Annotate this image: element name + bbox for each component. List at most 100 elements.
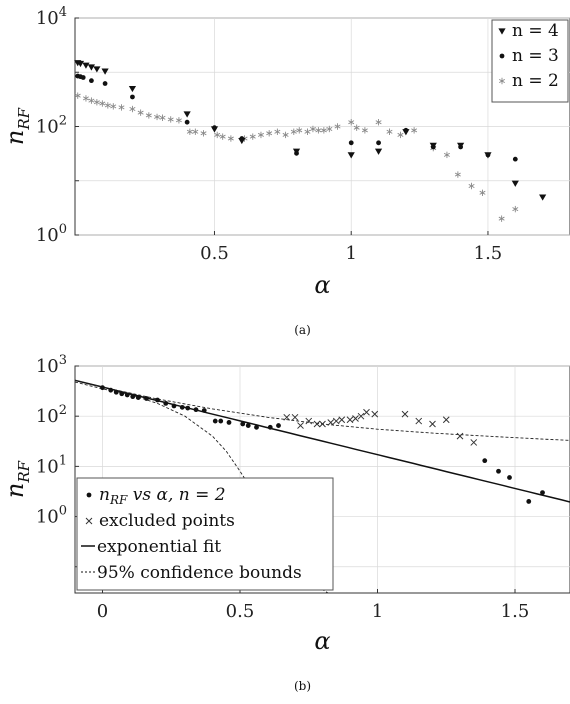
panel-a-point-dot <box>376 140 381 146</box>
panel-a-x-tick-label: 1.5 <box>474 243 503 264</box>
panel-a-point-asterisk <box>186 128 193 135</box>
panel-a-point-asterisk <box>129 105 136 113</box>
panel-a-legend-label: n = 4 <box>512 21 559 41</box>
panel-a-point-asterisk <box>214 131 221 139</box>
panel-b-point-dot <box>193 407 199 413</box>
panel-b-point-cross <box>297 422 304 429</box>
panel-a-point-asterisk <box>315 127 322 134</box>
panel-b-point-dot <box>482 458 488 464</box>
panel-b-point-cross <box>352 415 359 422</box>
panel-b-point-dot <box>496 468 501 474</box>
panel-b-ticks: 0 0.5 1 1.5 100 101 102 103 <box>36 353 530 622</box>
panel-a-point-dot <box>102 81 108 86</box>
panel-b-point-dot <box>155 397 160 403</box>
panel-a-point-asterisk <box>282 131 289 139</box>
panel-b-point-cross <box>291 413 299 421</box>
panel-b-point-cross <box>371 410 379 418</box>
panel-b-point-dot <box>212 418 218 424</box>
panel-a: 0.5 1 1.5 100 102 104 n = 4 n = 3 n = 2 α nRF (… <box>1 5 570 337</box>
panel-b-point-dot <box>540 490 545 496</box>
panel-a-point-asterisk <box>137 109 144 116</box>
panel-b-point-cross <box>332 417 340 425</box>
panel-b-legend-marker-dot <box>86 492 92 498</box>
panel-b-marks <box>100 385 545 504</box>
panel-a-y-tick-label: 104 <box>36 5 67 29</box>
panel-a-point-asterisk <box>443 151 450 159</box>
panel-a-point-asterisk <box>411 127 418 134</box>
panel-b-legend-label-data: nRF vs α, n = 2 <box>99 485 226 507</box>
panel-a-point-dot <box>80 75 86 80</box>
panel-a-point-triangle-down <box>210 126 219 133</box>
panel-b-point-cross <box>401 410 409 418</box>
panel-a-point-asterisk <box>249 133 256 140</box>
panel-b-point-cross <box>283 413 291 421</box>
panel-b-point-dot <box>119 391 125 397</box>
panel-b-point-cross <box>338 416 346 424</box>
panel-a-point-asterisk <box>145 112 152 119</box>
panel-b-x-tick-label: 0 <box>97 601 108 622</box>
panel-b-point-dot <box>171 403 177 409</box>
panel-b-point-dot <box>267 424 273 430</box>
panel-a-point-triangle-down <box>429 142 437 149</box>
panel-a-x-tick-label: 0.5 <box>200 243 229 264</box>
panel-a-point-asterisk <box>82 95 89 102</box>
panel-b-y-tick-label: 103 <box>36 353 67 377</box>
panel-a-point-asterisk <box>397 131 404 139</box>
panel-a-point-asterisk <box>454 171 461 178</box>
panel-a-point-asterisk <box>479 189 486 196</box>
panel-a-point-asterisk <box>110 103 117 110</box>
panel-b-point-cross <box>327 419 335 426</box>
panel-b-point-cross <box>319 420 326 428</box>
panel-b: 0 0.5 1 1.5 100 101 102 103 nRF vs α, n = 2 excl… <box>1 353 570 693</box>
panel-a-point-triangle-down <box>292 148 301 155</box>
panel-a-point-triangle-down <box>238 137 246 145</box>
panel-a-point-asterisk <box>167 116 174 123</box>
panel-b-y-tick-label: 101 <box>36 453 67 477</box>
panel-a-point-asterisk <box>386 128 393 135</box>
panel-a-point-triangle-down <box>87 64 96 71</box>
panel-a-point-dot <box>130 94 135 100</box>
panel-a-y-tick-label: 100 <box>36 222 67 246</box>
panel-a-point-asterisk <box>219 133 226 140</box>
panel-b-point-dot <box>100 385 105 391</box>
panel-a-point-asterisk <box>498 215 505 222</box>
panel-a-point-triangle-down <box>484 152 492 159</box>
panel-b-point-cross <box>456 432 464 440</box>
panel-b-point-cross <box>363 408 370 416</box>
panel-a-point-asterisk <box>88 97 95 104</box>
panel-b-point-cross <box>313 420 321 428</box>
panel-b-legend-label-excluded: excluded points <box>99 511 235 531</box>
panel-a-point-triangle-down <box>82 62 90 69</box>
panel-b-x-tick-label: 1 <box>372 601 383 622</box>
panel-b-point-dot <box>179 404 185 410</box>
panel-a-point-dot <box>512 156 518 162</box>
panel-a-caption: (a) <box>294 323 311 337</box>
panel-b-point-dot <box>276 423 281 428</box>
panel-a-point-asterisk <box>175 117 182 124</box>
panel-a-marks <box>74 60 547 222</box>
panel-b-caption: (b) <box>294 679 311 693</box>
panel-b-point-dot <box>226 420 232 425</box>
panel-a-point-dot <box>89 78 94 84</box>
panel-a-point-asterisk <box>266 130 273 137</box>
panel-a-legend-marker <box>499 77 505 85</box>
panel-b-point-dot <box>245 423 251 428</box>
panel-a-point-asterisk <box>375 119 382 126</box>
panel-a-point-asterisk <box>512 205 519 213</box>
panel-a-ticks: 0.5 1 1.5 100 102 104 <box>36 5 502 264</box>
panel-a-x-tick-label: 1 <box>345 243 356 264</box>
panel-b-x-axis-label: α <box>314 627 330 655</box>
panel-a-point-asterisk <box>159 114 166 121</box>
panel-a-point-dot <box>184 119 190 125</box>
panel-b-point-cross <box>470 439 478 446</box>
panel-a-point-asterisk <box>290 128 297 135</box>
panel-b-point-dot <box>144 396 149 401</box>
panel-a-point-triangle-down <box>511 180 519 187</box>
panel-b-point-dot <box>185 405 191 411</box>
panel-a-point-asterisk <box>296 127 303 134</box>
panel-a-point-dot <box>348 140 354 146</box>
panel-b-point-dot <box>254 424 259 430</box>
panel-b-legend-label-bounds: 95% confidence bounds <box>97 563 302 583</box>
panel-b-y-axis-label: nRF <box>1 460 33 498</box>
